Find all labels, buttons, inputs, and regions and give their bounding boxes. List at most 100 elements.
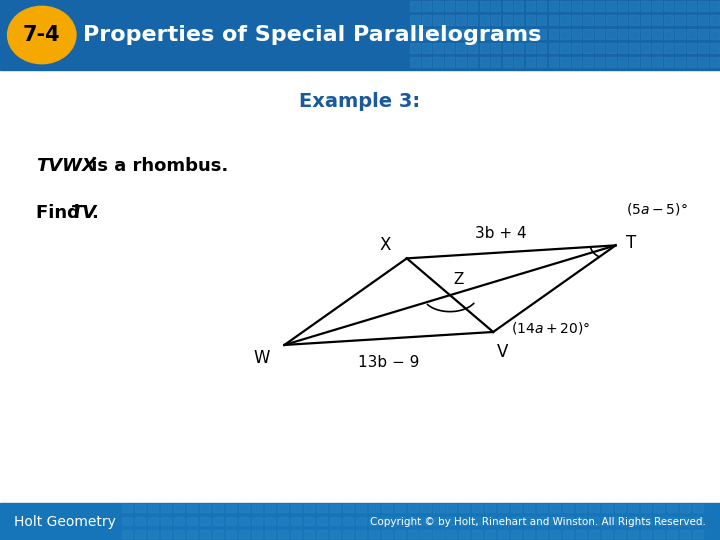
- Bar: [408, 504, 418, 512]
- Bar: [122, 517, 132, 525]
- Bar: [524, 517, 534, 525]
- Bar: [356, 530, 366, 538]
- Bar: [459, 504, 469, 512]
- Bar: [161, 530, 171, 538]
- Bar: [511, 504, 521, 512]
- Text: Find: Find: [36, 204, 86, 222]
- Bar: [485, 517, 495, 525]
- Bar: [456, 1, 466, 11]
- Bar: [563, 504, 573, 512]
- Bar: [664, 43, 673, 53]
- Bar: [456, 29, 466, 39]
- Bar: [641, 43, 650, 53]
- Bar: [687, 43, 696, 53]
- Bar: [606, 43, 616, 53]
- Bar: [161, 517, 171, 525]
- Bar: [187, 504, 197, 512]
- Bar: [422, 57, 431, 67]
- Bar: [629, 57, 639, 67]
- Bar: [239, 504, 249, 512]
- Bar: [710, 29, 719, 39]
- Bar: [652, 29, 662, 39]
- Bar: [456, 43, 466, 53]
- Bar: [550, 530, 560, 538]
- Bar: [664, 57, 673, 67]
- Bar: [526, 43, 535, 53]
- Bar: [278, 504, 288, 512]
- Bar: [526, 15, 535, 25]
- Bar: [472, 504, 482, 512]
- Bar: [468, 43, 477, 53]
- Bar: [252, 530, 262, 538]
- Bar: [687, 57, 696, 67]
- Bar: [628, 517, 638, 525]
- Bar: [433, 530, 444, 538]
- Bar: [583, 1, 593, 11]
- Bar: [641, 517, 651, 525]
- Bar: [498, 504, 508, 512]
- Bar: [615, 530, 625, 538]
- Bar: [583, 29, 593, 39]
- Bar: [710, 1, 719, 11]
- Bar: [698, 15, 708, 25]
- Bar: [317, 530, 327, 538]
- Bar: [698, 29, 708, 39]
- Bar: [572, 15, 581, 25]
- Ellipse shape: [8, 6, 76, 64]
- Bar: [549, 1, 558, 11]
- Text: Copyright © by Holt, Rinehart and Winston. All Rights Reserved.: Copyright © by Holt, Rinehart and Winsto…: [370, 516, 706, 526]
- Bar: [680, 517, 690, 525]
- Bar: [433, 517, 444, 525]
- Bar: [356, 517, 366, 525]
- Bar: [200, 530, 210, 538]
- Bar: [468, 29, 477, 39]
- Bar: [187, 517, 197, 525]
- Bar: [369, 517, 379, 525]
- Bar: [330, 504, 340, 512]
- Bar: [667, 504, 677, 512]
- Bar: [641, 29, 650, 39]
- Bar: [693, 517, 703, 525]
- Bar: [654, 517, 664, 525]
- Bar: [122, 504, 132, 512]
- Bar: [503, 29, 512, 39]
- Text: Holt Geometry: Holt Geometry: [14, 515, 116, 529]
- Bar: [135, 530, 145, 538]
- Bar: [445, 15, 454, 25]
- Bar: [664, 29, 673, 39]
- Bar: [560, 43, 570, 53]
- Bar: [395, 504, 405, 512]
- Bar: [395, 517, 405, 525]
- Bar: [526, 1, 535, 11]
- Bar: [618, 29, 627, 39]
- Bar: [652, 1, 662, 11]
- Bar: [576, 517, 586, 525]
- Bar: [602, 504, 612, 512]
- Bar: [514, 1, 523, 11]
- Bar: [537, 1, 546, 11]
- Bar: [395, 530, 405, 538]
- Bar: [595, 1, 604, 11]
- Bar: [560, 15, 570, 25]
- Bar: [615, 504, 625, 512]
- Bar: [491, 1, 500, 11]
- Bar: [410, 29, 420, 39]
- Bar: [420, 530, 431, 538]
- Bar: [456, 57, 466, 67]
- Bar: [537, 43, 546, 53]
- Bar: [537, 517, 547, 525]
- Bar: [468, 57, 477, 67]
- Bar: [200, 517, 210, 525]
- Text: 13b − 9: 13b − 9: [358, 355, 420, 370]
- Bar: [213, 530, 223, 538]
- Bar: [459, 517, 469, 525]
- Bar: [304, 517, 314, 525]
- Bar: [589, 504, 599, 512]
- Bar: [680, 530, 690, 538]
- Bar: [408, 517, 418, 525]
- Bar: [356, 504, 366, 512]
- Bar: [498, 530, 508, 538]
- Text: $(14a + 20)°$: $(14a + 20)°$: [511, 320, 590, 336]
- Bar: [583, 15, 593, 25]
- Bar: [563, 530, 573, 538]
